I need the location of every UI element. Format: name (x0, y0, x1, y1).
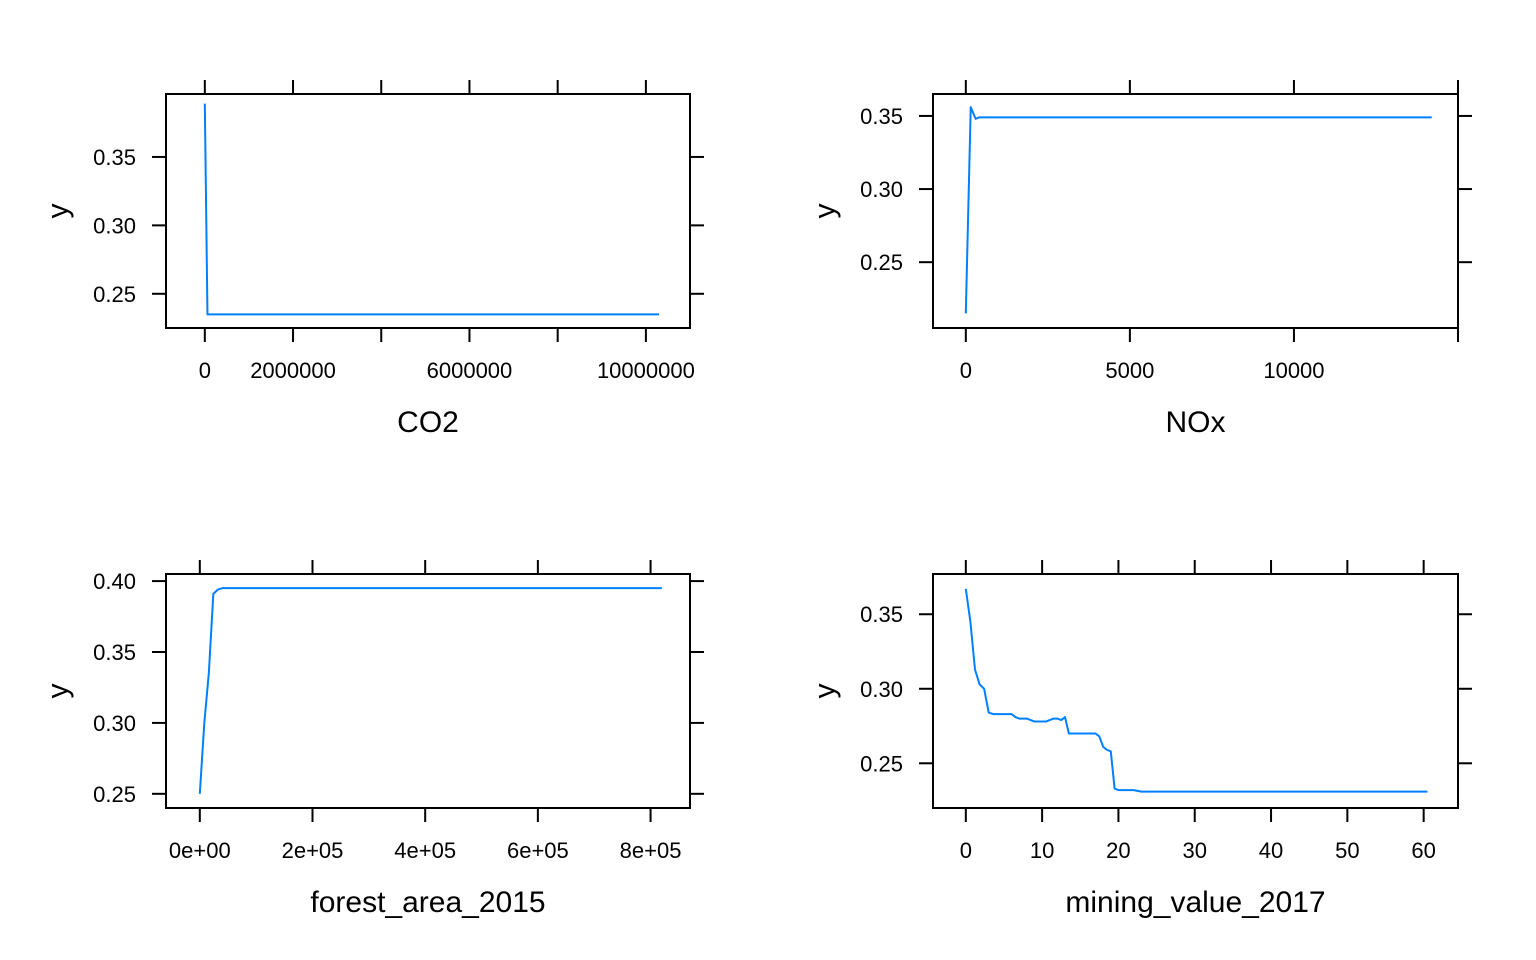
chart-1-x-tick-label: 5000 (1105, 358, 1154, 383)
chart-1-y-tick-label: 0.35 (860, 104, 903, 129)
chart-2-series-line-0 (198, 587, 662, 794)
chart-0-x-tick-label: 6000000 (427, 358, 513, 383)
chart-1-series-line-0 (964, 106, 1432, 314)
chart-0-x-tick-label: 10000000 (597, 358, 695, 383)
panel-nox: 0 5000 10000 0.25 0.30 0.35 NOx y (809, 80, 1472, 439)
chart-1-y-tick-label: 0.30 (860, 177, 903, 202)
chart-3-x-tick-label: 20 (1106, 838, 1130, 863)
chart-3-series-line-0 (964, 588, 1428, 793)
chart-2-x-tick-label: 6e+05 (507, 838, 569, 863)
chart-0-y-tick-label: 0.25 (93, 282, 136, 307)
chart-3-y-axis-title: y (809, 684, 842, 699)
chart-1-x-axis-title: NOx (1166, 406, 1226, 439)
chart-2-y-tick-label: 0.25 (93, 782, 136, 807)
chart-3-x-tick-label: 60 (1411, 838, 1435, 863)
chart-0-plot-frame (165, 93, 691, 329)
chart-2-y-axis-title: y (42, 684, 75, 699)
chart-2-y-tick-label: 0.40 (93, 569, 136, 594)
chart-1-x-tick-label: 0 (960, 358, 972, 383)
chart-0-y-tick-label: 0.30 (93, 213, 136, 238)
chart-3-plot-frame (932, 573, 1459, 809)
chart-2-y-tick-label: 0.35 (93, 640, 136, 665)
chart-2-x-axis-title: forest_area_2015 (310, 886, 545, 919)
chart-0-y-axis-title: y (42, 204, 75, 219)
panel-co2: 0 2000000 6000000 10000000 0.25 0.30 0.35 CO2 y (42, 80, 704, 439)
chart-1-y-axis-title: y (809, 204, 842, 219)
chart-3-x-tick-label: 10 (1030, 838, 1054, 863)
chart-0-x-tick-label: 2000000 (250, 358, 336, 383)
chart-3-x-tick-label: 50 (1335, 838, 1359, 863)
chart-1-plot-frame (932, 93, 1459, 329)
panel-forest-area-2015: 0e+00 2e+05 4e+05 6e+05 8e+05 0.25 0.30 0.35 0.4… (42, 560, 704, 919)
chart-2-x-tick-label: 0e+00 (169, 838, 231, 863)
chart-1-y-tick-label: 0.25 (860, 250, 903, 275)
chart-3-y-tick-label: 0.25 (860, 751, 903, 776)
chart-2-plot-frame (165, 573, 691, 809)
chart-2-y-tick-label: 0.30 (93, 711, 136, 736)
chart-3-x-axis-title: mining_value_2017 (1065, 886, 1325, 919)
chart-3-x-tick-label: 0 (960, 838, 972, 863)
chart-3-y-tick-label: 0.35 (860, 602, 903, 627)
chart-3-x-tick-label: 30 (1182, 838, 1206, 863)
chart-2-x-tick-label: 8e+05 (620, 838, 682, 863)
chart-3-x-tick-label: 40 (1259, 838, 1283, 863)
chart-0-series-line-0 (203, 103, 660, 316)
chart-0-x-axis-title: CO2 (397, 406, 459, 439)
panel-mining-value-2017: 0 10 20 30 40 50 60 0.25 0.30 0.35 mining_value_20… (809, 560, 1472, 919)
chart-0-x-tick-label: 0 (199, 358, 211, 383)
chart-0-y-tick-label: 0.35 (93, 145, 136, 170)
chart-2-x-tick-label: 4e+05 (394, 838, 456, 863)
chart-3-y-tick-label: 0.30 (860, 677, 903, 702)
chart-2-x-tick-label: 2e+05 (282, 838, 344, 863)
chart-1-x-tick-label: 10000 (1263, 358, 1324, 383)
